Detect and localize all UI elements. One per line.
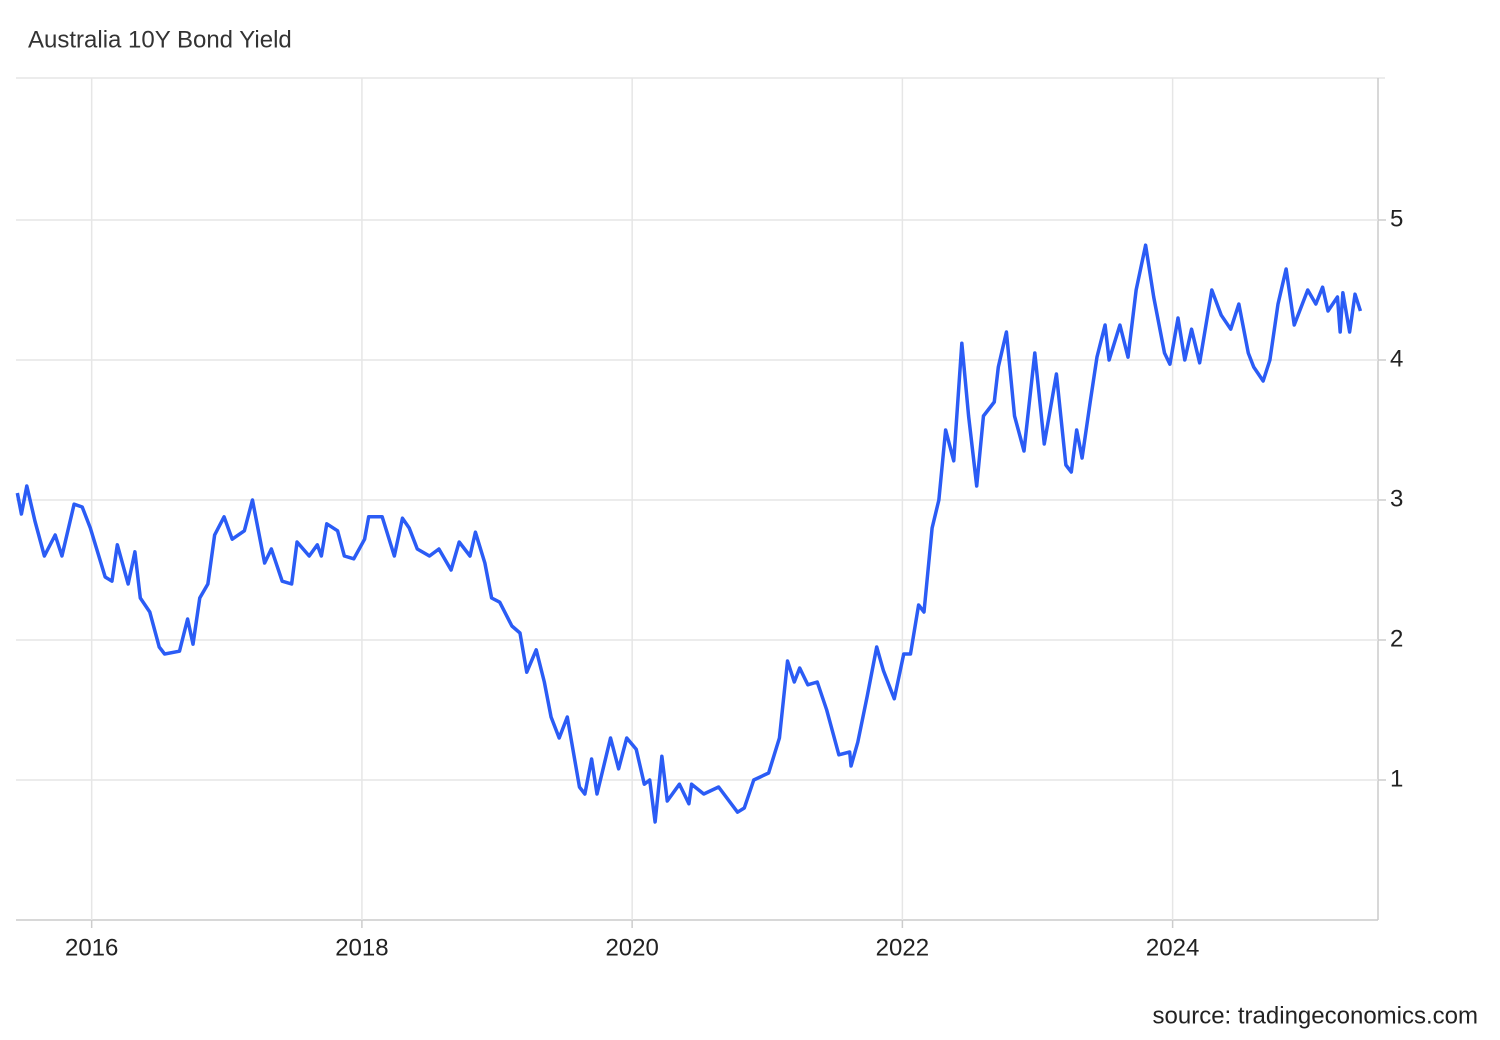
x-tick-label: 2016 <box>65 934 118 961</box>
x-tick-label: 2020 <box>605 934 658 961</box>
x-tick-label: 2018 <box>335 934 388 961</box>
x-tick-label: 2022 <box>876 934 929 961</box>
y-tick-label: 3 <box>1390 485 1403 512</box>
y-tick-label: 4 <box>1390 345 1403 372</box>
y-tick-label: 5 <box>1390 205 1403 232</box>
chart-title: Australia 10Y Bond Yield <box>28 26 292 53</box>
x-tick-label: 2024 <box>1146 934 1199 961</box>
y-tick-label: 2 <box>1390 625 1403 652</box>
series-line <box>15 243 1363 824</box>
source-note: source: tradingeconomics.com <box>1153 1002 1478 1029</box>
y-tick-label: 1 <box>1390 765 1403 792</box>
